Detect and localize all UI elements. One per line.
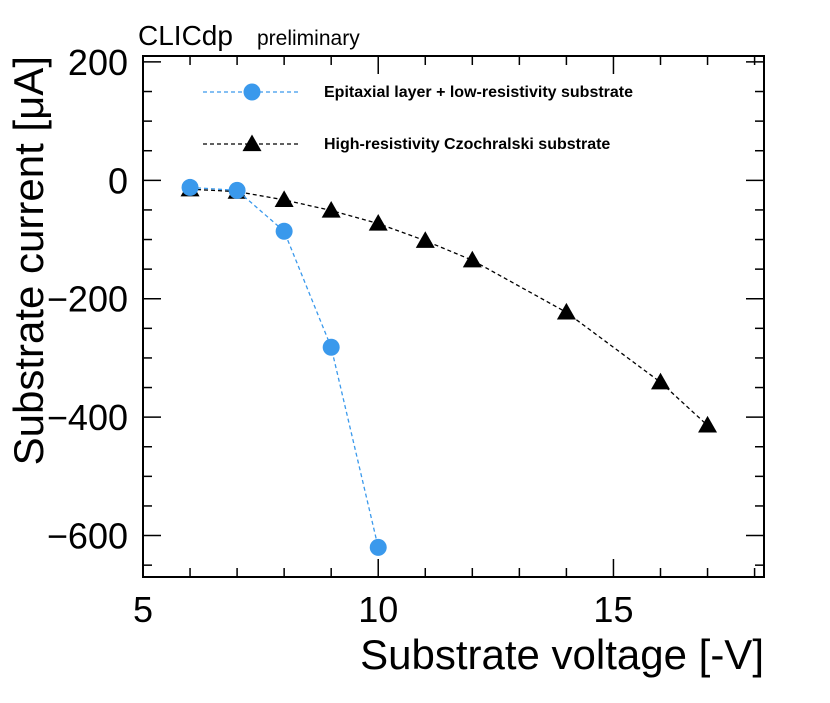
plot-frame <box>142 55 765 578</box>
series-epitaxial <box>181 178 387 556</box>
legend-marker <box>243 83 261 101</box>
tick-labels: 5 10 15 200 0 −200 −400 −600 <box>47 42 634 630</box>
x-tick-label: 15 <box>593 589 633 630</box>
preliminary-label: preliminary <box>257 27 360 50</box>
legend-entry: Epitaxial layer + low-resistivity substr… <box>203 83 633 101</box>
data-point <box>368 214 388 231</box>
x-tick-label: 10 <box>358 589 398 630</box>
data-point <box>556 302 576 320</box>
data-point <box>321 201 341 218</box>
axis-ticks <box>142 56 764 577</box>
series-line <box>190 186 379 548</box>
data-point <box>415 231 435 248</box>
data-point <box>274 190 294 207</box>
y-tick-label: 200 <box>68 42 128 83</box>
legend-label: Epitaxial layer + low-resistivity substr… <box>324 84 633 101</box>
data-point <box>322 338 340 356</box>
y-axis-title: Substrate current [μA] <box>5 56 52 465</box>
y-tick-label: 0 <box>108 160 128 201</box>
y-tick-label: −200 <box>47 279 128 320</box>
y-tick-label: −400 <box>47 397 128 438</box>
data-point <box>651 372 670 390</box>
data-point <box>275 222 293 240</box>
data-point <box>462 250 482 268</box>
y-tick-label: −600 <box>47 516 128 557</box>
data-point <box>698 415 718 433</box>
series-czochralski <box>180 179 718 433</box>
x-axis-title: Substrate voltage [-V] <box>360 631 764 678</box>
series-line <box>190 188 708 426</box>
legend: Epitaxial layer + low-resistivity substr… <box>203 83 633 153</box>
legend-label: High-resistivity Czochralski substrate <box>324 136 610 153</box>
legend-marker <box>242 134 262 152</box>
x-tick-label: 5 <box>133 589 153 630</box>
data-point <box>228 181 246 199</box>
data-point <box>181 178 199 196</box>
series-layer <box>180 178 718 556</box>
data-point <box>369 538 387 556</box>
brand-label: CLICdp <box>138 20 233 51</box>
legend-entry: High-resistivity Czochralski substrate <box>203 134 610 153</box>
